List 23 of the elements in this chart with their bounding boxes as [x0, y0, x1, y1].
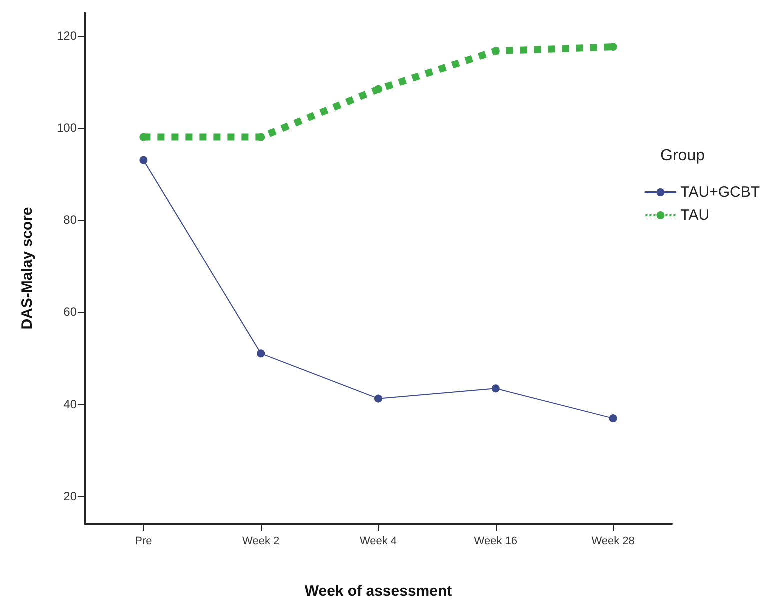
y-tick-label: 120 — [56, 29, 78, 44]
y-tick-label: 40 — [64, 397, 78, 412]
y-tick-label: 100 — [56, 121, 78, 136]
point — [140, 156, 148, 164]
point — [374, 394, 382, 403]
point — [257, 350, 266, 358]
y-tick-label: 20 — [64, 489, 78, 504]
x-tick-label: Week 28 — [592, 536, 635, 548]
x-axis-title: Week of assessment — [304, 583, 452, 600]
point — [492, 47, 500, 56]
y-axis-title: DAS-Malay score — [19, 207, 36, 330]
point — [374, 85, 382, 94]
legend-label: TAU — [680, 207, 710, 224]
y-tick-label: 80 — [64, 213, 78, 228]
x-tick-label: Pre — [135, 536, 152, 548]
legend-label: TAU+GCBT — [680, 184, 760, 201]
point — [609, 414, 618, 423]
x-tick-label: Week 2 — [242, 536, 280, 548]
y-tick-label: 60 — [64, 305, 78, 320]
legend-title: Group — [660, 148, 706, 164]
point — [492, 384, 500, 393]
x-tick-label: Week 16 — [474, 536, 518, 548]
x-tick-label: Week 4 — [360, 536, 398, 548]
